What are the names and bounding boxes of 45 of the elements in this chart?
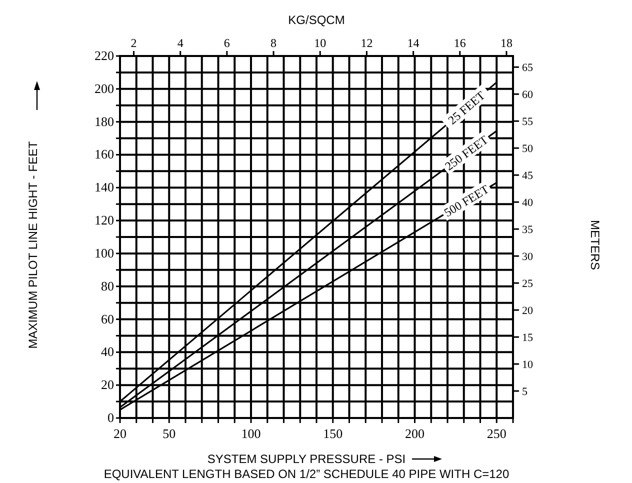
y-axis-title: MAXIMUM PILOT LINE HIGHT - FEET: [26, 140, 40, 349]
y2-tick-label: 5: [522, 386, 528, 398]
x-tick-label: 200: [405, 426, 424, 441]
x-tick-label: 150: [323, 426, 343, 441]
y-tick-label: 120: [94, 212, 114, 228]
y-tick-label: 0: [108, 410, 114, 425]
y2-tick-label: 45: [522, 170, 534, 182]
y-tick-label: 40: [101, 344, 114, 360]
y-tick-label: 80: [101, 278, 114, 294]
x-tick-label: 100: [241, 426, 261, 441]
y2-tick-label: 55: [522, 116, 534, 128]
y2-axis-title: METERS: [588, 220, 602, 270]
text: EQUIVALENT LENGTH BASED ON 1/2” SCHEDULE 40 PIPE WITH C=120: [104, 467, 510, 481]
x-tick-label: 20: [114, 426, 126, 441]
y2-tick-label: 15: [522, 332, 534, 344]
y-tick-label: 180: [94, 114, 114, 129]
x-axis-title: SYSTEM SUPPLY PRESSURE - PSI: [207, 452, 406, 466]
x2-tick-label: 12: [360, 36, 373, 50]
y-tick-label: 100: [94, 245, 114, 260]
x2-tick-label: 2: [130, 36, 137, 50]
chart-title: KG/SQCM: [288, 13, 345, 27]
y-tick-label: 20: [101, 377, 114, 392]
x-tick-label: 50: [162, 426, 176, 441]
x2-tick-label: 4: [177, 36, 184, 50]
x-tick-label: 250: [486, 426, 506, 441]
y-tick-label: 200: [94, 80, 114, 96]
y2-tick-label: 20: [522, 305, 534, 318]
y-tick-label: 160: [94, 146, 114, 162]
x2-tick-label: 18: [500, 36, 512, 50]
y2-tick-label: 65: [522, 62, 534, 74]
y2-tick-label: 60: [522, 89, 534, 102]
y2-tick-label: 25: [522, 278, 534, 290]
y-tick-label: 60: [101, 311, 114, 326]
x2-tick-label: 6: [224, 36, 230, 50]
y2-tick-label: 30: [522, 251, 534, 264]
y2-tick-label: 40: [522, 197, 534, 210]
y-tick-label: 140: [94, 180, 114, 195]
y2-tick-label: 10: [522, 359, 534, 372]
x2-tick-label: 16: [454, 36, 466, 50]
x2-tick-label: 10: [314, 36, 326, 50]
y2-tick-label: 35: [522, 224, 534, 236]
x2-tick-label: 14: [407, 36, 420, 50]
x2-tick-label: 8: [270, 36, 277, 50]
y2-tick-label: 50: [522, 143, 534, 156]
y-tick-label: 220: [94, 48, 114, 63]
